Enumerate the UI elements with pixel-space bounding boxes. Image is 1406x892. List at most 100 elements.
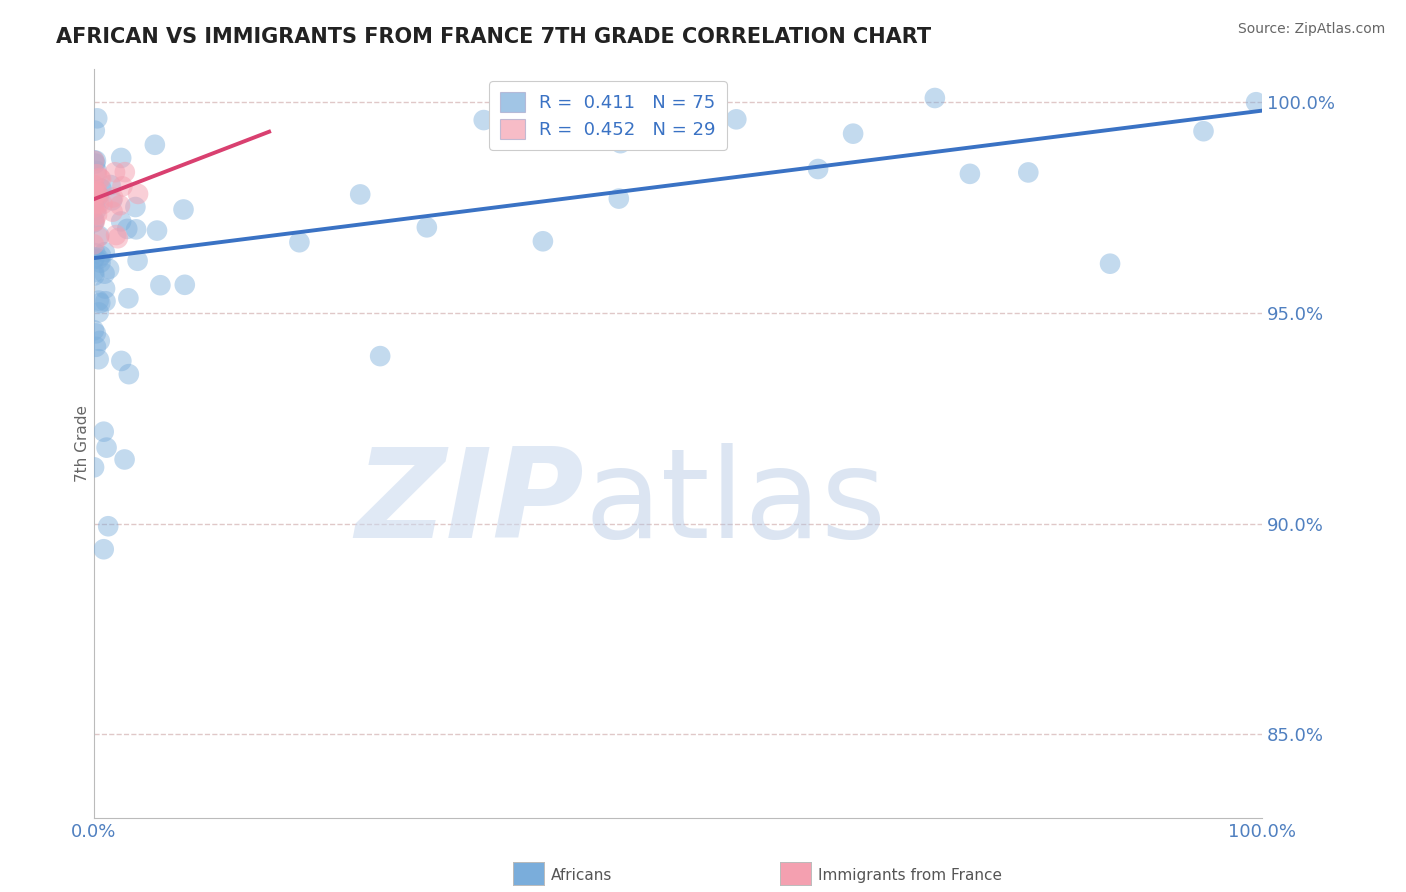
Point (86, 208, 108, 222)
Point (84, 246, 107, 260)
Point (127, 253, 149, 268)
Point (83, 153, 105, 168)
Point (84, 153, 107, 168)
Point (83, 237, 105, 252)
Point (416, 220, 439, 235)
Point (83, 195, 105, 210)
Point (101, 194, 124, 208)
Point (83, 268, 105, 283)
Point (93, 267, 115, 281)
Point (114, 165, 136, 179)
Point (288, 235, 311, 250)
Point (127, 186, 149, 201)
Point (89, 334, 111, 348)
Point (94, 245, 117, 260)
Point (90, 172, 112, 186)
Point (84, 184, 107, 198)
Point (368, 349, 391, 363)
Point (87, 352, 110, 367)
Point (110, 151, 132, 165)
Point (149, 278, 172, 293)
Point (110, 354, 132, 368)
Point (143, 137, 166, 152)
Point (87, 188, 110, 202)
Point (89, 255, 111, 269)
Point (842, 127, 865, 141)
Text: Africans: Africans (551, 869, 613, 883)
Point (87, 230, 110, 244)
Point (83, 197, 105, 211)
Point (87, 293, 110, 308)
Point (86, 112, 108, 126)
Point (83, 213, 105, 227)
Point (104, 165, 127, 179)
Point (87, 189, 110, 203)
Point (84, 187, 107, 202)
Point (576, 118, 599, 132)
Point (84, 203, 107, 218)
Point (89, 170, 111, 185)
Point (96, 441, 118, 455)
Point (173, 202, 195, 217)
Point (87, 252, 110, 266)
Point (173, 277, 195, 292)
Point (83, 460, 105, 475)
Point (609, 136, 631, 150)
Point (1192, 124, 1215, 138)
Point (94, 294, 117, 309)
Point (89, 296, 111, 310)
Point (100, 178, 122, 192)
Point (959, 167, 981, 181)
Point (86, 167, 108, 181)
Point (83, 265, 105, 279)
Point (83, 215, 105, 229)
Point (89, 228, 111, 243)
Point (83, 123, 105, 137)
Point (117, 222, 139, 236)
Point (97, 519, 120, 533)
Point (83, 201, 105, 215)
Point (1099, 257, 1122, 271)
Point (83, 187, 105, 202)
Point (125, 222, 148, 236)
Point (472, 113, 495, 128)
Point (93, 425, 115, 439)
Point (118, 367, 141, 381)
Point (83, 213, 105, 227)
Point (107, 231, 129, 245)
Point (89, 196, 111, 211)
Point (101, 190, 124, 204)
Point (84, 326, 107, 341)
Point (83, 323, 105, 337)
Point (114, 452, 136, 467)
Point (83, 214, 105, 228)
Point (1017, 165, 1039, 179)
Point (90, 249, 112, 263)
Point (924, 91, 946, 105)
Point (111, 179, 134, 194)
Point (725, 112, 748, 127)
Point (124, 200, 146, 214)
Point (349, 187, 371, 202)
Text: AFRICAN VS IMMIGRANTS FROM FRANCE 7TH GRADE CORRELATION CHART: AFRICAN VS IMMIGRANTS FROM FRANCE 7TH GR… (56, 27, 931, 46)
Point (91, 197, 114, 211)
Point (83, 153, 105, 168)
Point (1244, 95, 1267, 110)
Point (83, 186, 105, 201)
Point (83, 252, 105, 266)
Point (98, 261, 121, 276)
Text: atlas: atlas (585, 443, 887, 564)
Point (117, 291, 139, 305)
Point (105, 227, 128, 242)
Point (84, 340, 107, 354)
Point (146, 224, 169, 238)
Point (110, 214, 132, 228)
Point (90, 182, 112, 196)
Point (83, 184, 105, 198)
Point (531, 234, 554, 248)
Point (84, 156, 107, 170)
Point (87, 305, 110, 319)
Text: Immigrants from France: Immigrants from France (818, 869, 1002, 883)
Point (94, 282, 117, 296)
Point (607, 192, 630, 206)
